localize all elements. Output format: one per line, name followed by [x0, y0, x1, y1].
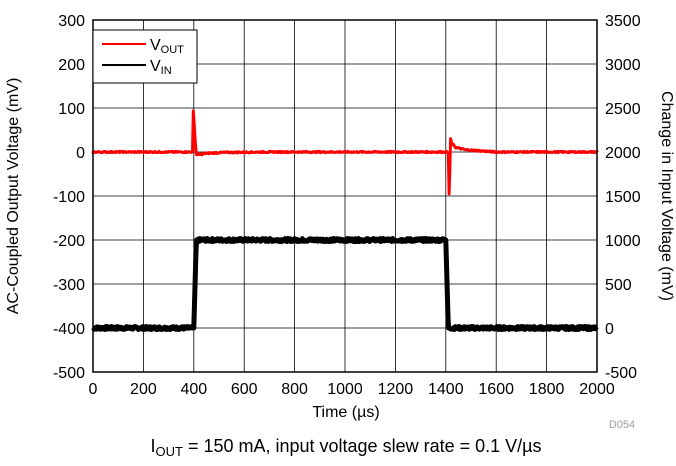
- x-tick-labels: 0 200 400 600 800 1000 1200 1400 1600 1800 2000: [89, 381, 615, 398]
- y-left-tick-label: -200: [53, 233, 85, 250]
- y-left-tick-label: 200: [58, 57, 85, 74]
- x-tick-label: 400: [180, 381, 207, 398]
- x-tick-label: 1800: [529, 381, 565, 398]
- y-right-tick-label: 3500: [605, 13, 641, 30]
- y-right-tick-label: 2000: [605, 145, 641, 162]
- y-right-tick-label: 500: [605, 277, 632, 294]
- y-right-tick-label: 1500: [605, 189, 641, 206]
- x-tick-label: 1200: [378, 381, 414, 398]
- y-left-tick-label: -300: [53, 277, 85, 294]
- y-left-tick-labels: 300 200 100 0 -100 -200 -300 -400 -500: [53, 13, 85, 382]
- legend-box: [92, 29, 198, 84]
- y-right-tick-label: 1000: [605, 233, 641, 250]
- x-tick-label: 200: [130, 381, 157, 398]
- series-line-vout: [91, 109, 599, 196]
- caption: IOUT = 150 mA, input voltage slew rate =…: [150, 436, 541, 459]
- y-left-tick-label: -400: [53, 321, 85, 338]
- y-right-axis-label: Change in Input Voltage (mV): [658, 91, 675, 301]
- x-tick-label: 1000: [327, 381, 363, 398]
- y-right-tick-label: 3000: [605, 57, 641, 74]
- x-tick-label: 1400: [428, 381, 464, 398]
- legend-label-vout: VOUT: [150, 37, 184, 56]
- plot-area: [91, 109, 599, 333]
- series-line-vin: [91, 235, 599, 333]
- legend-label-vin: VIN: [150, 58, 172, 77]
- x-tick-label: 2000: [579, 381, 615, 398]
- legend: VOUT VIN: [92, 29, 198, 84]
- x-tick-label: 600: [231, 381, 258, 398]
- y-left-axis-label: AC-Coupled Output Voltage (mV): [5, 78, 22, 315]
- x-tick-label: 1600: [478, 381, 514, 398]
- y-right-tick-label: 0: [605, 321, 614, 338]
- y-right-tick-label: 2500: [605, 101, 641, 118]
- y-right-tick-labels: 3500 3000 2500 2000 1500 1000 500 0 -500: [605, 13, 641, 382]
- y-left-tick-label: 300: [58, 13, 85, 30]
- y-left-tick-label: -100: [53, 189, 85, 206]
- plot-border: [92, 19, 598, 373]
- y-left-tick-label: 100: [58, 101, 85, 118]
- y-left-tick-label: 0: [76, 145, 85, 162]
- x-tick-label: 800: [281, 381, 308, 398]
- x-tick-label: 0: [89, 381, 98, 398]
- figure-code: D054: [609, 419, 635, 431]
- x-axis-label: Time (µs): [312, 404, 379, 421]
- y-right-tick-label: -500: [605, 365, 637, 382]
- y-left-tick-label: -500: [53, 365, 85, 382]
